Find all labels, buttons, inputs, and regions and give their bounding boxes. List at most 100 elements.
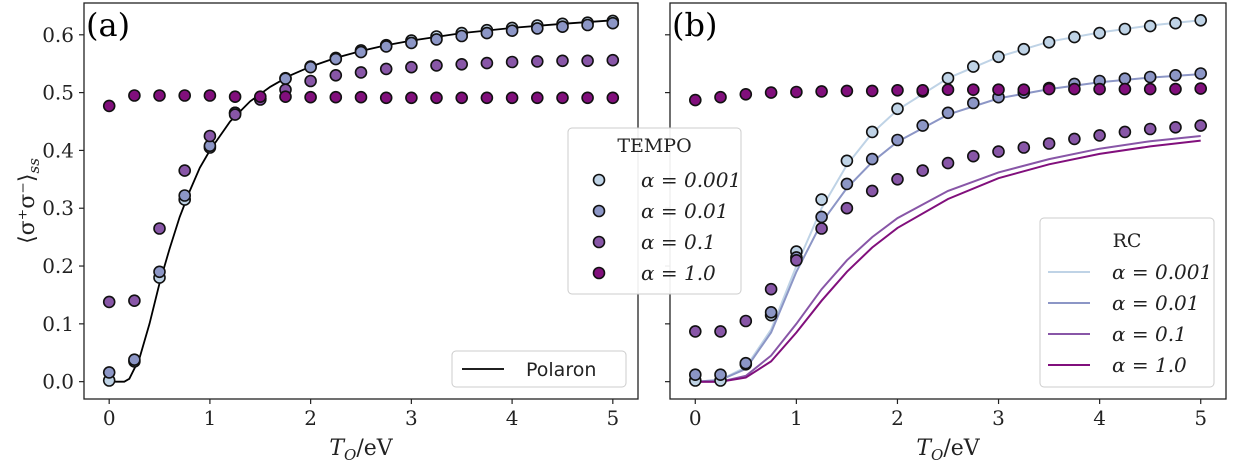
point-a1.0 <box>815 85 828 98</box>
point-a1.0 <box>1118 82 1132 96</box>
x-tick-label: 2 <box>304 406 317 430</box>
point-a0.1 <box>102 295 116 309</box>
y-axis-label: ⟨σ⁺σ⁻⟩ss <box>15 158 43 244</box>
point-a0.001 <box>1017 42 1031 56</box>
point-a1.0 <box>714 90 727 104</box>
point-a1.0 <box>1194 82 1207 95</box>
x-tick-label: 3 <box>992 406 1005 430</box>
point-a0.1 <box>505 55 519 69</box>
point-a1.0 <box>556 91 569 105</box>
rc-line-a1.0 <box>695 139 1201 383</box>
x-tick-label: 5 <box>1194 406 1207 430</box>
point-a1.0 <box>329 90 343 104</box>
tempo-legend-label: α = 0.01 <box>641 199 729 223</box>
point-a0.01 <box>405 36 418 50</box>
y-tick-label: 0.0 <box>42 370 74 394</box>
point-a0.01 <box>606 16 620 30</box>
point-a0.001 <box>992 50 1005 64</box>
point-a0.01 <box>354 45 368 59</box>
rc-legend-label: α = 1.0 <box>1112 353 1187 377</box>
point-a0.1 <box>865 184 879 198</box>
point-a1.0 <box>153 89 166 102</box>
point-a0.01 <box>128 353 141 367</box>
point-a0.001 <box>840 154 854 168</box>
x-tick-label: 0 <box>689 406 702 430</box>
polaron-legend-box <box>451 350 627 388</box>
point-a1.0 <box>1017 83 1031 96</box>
tempo-legend-label: α = 1.0 <box>641 261 716 285</box>
y-tick-label: 0.1 <box>42 312 74 336</box>
y-tick-label: 0.5 <box>42 81 74 105</box>
point-a0.001 <box>1169 16 1182 30</box>
x-tick-label: 4 <box>506 406 519 430</box>
point-a0.1 <box>714 325 727 338</box>
point-a1.0 <box>790 85 803 99</box>
point-a0.01 <box>916 119 930 132</box>
polaron-legend-label: Polaron <box>526 359 596 381</box>
y-tick-label: 0.4 <box>42 138 74 162</box>
tempo-legend-marker <box>592 204 606 218</box>
rc-legend-label: α = 0.001 <box>1112 260 1212 284</box>
point-a0.01 <box>379 40 393 53</box>
point-a0.1 <box>329 69 343 82</box>
x-tick-label: 4 <box>1093 406 1106 430</box>
point-a0.1 <box>815 222 828 235</box>
point-a0.1 <box>1143 122 1157 136</box>
rc-legend-box <box>1039 217 1215 388</box>
point-a0.01 <box>815 210 828 224</box>
point-a1.0 <box>840 84 854 98</box>
point-a0.1 <box>1068 132 1081 146</box>
x-tick-label: 2 <box>891 406 904 430</box>
point-a0.01 <box>941 106 955 120</box>
point-a0.001 <box>865 125 879 139</box>
point-a0.01 <box>865 152 879 166</box>
point-a0.001 <box>1093 26 1106 40</box>
point-a0.1 <box>581 54 594 68</box>
panel-b: 0 1 2 3 4 5 TO/eV (b) <box>665 2 1227 464</box>
point-a0.001 <box>1118 22 1132 36</box>
point-a0.01 <box>1169 69 1182 82</box>
point-a1.0 <box>865 84 879 98</box>
point-a0.01 <box>153 265 166 279</box>
point-a0.001 <box>1042 35 1056 49</box>
point-a1.0 <box>1143 82 1157 96</box>
point-a0.1 <box>1093 129 1106 142</box>
tempo-legend-marker <box>592 235 606 249</box>
point-a1.0 <box>581 91 594 105</box>
point-a0.01 <box>279 72 292 85</box>
point-a0.1 <box>228 108 242 121</box>
point-a1.0 <box>480 91 494 105</box>
point-a0.01 <box>480 26 494 40</box>
point-a0.01 <box>102 366 116 379</box>
point-a0.1 <box>304 74 317 88</box>
point-a0.01 <box>714 368 727 382</box>
point-a0.1 <box>379 62 393 76</box>
rc-legend-title: RC <box>1113 230 1142 252</box>
point-a0.1 <box>840 201 854 215</box>
point-a0.1 <box>916 164 930 177</box>
point-a0.01 <box>891 133 904 147</box>
y-tick-label: 0.3 <box>42 196 74 220</box>
point-a1.0 <box>891 84 904 97</box>
point-a0.1 <box>688 325 702 338</box>
point-a0.1 <box>1118 125 1132 139</box>
point-a0.01 <box>304 60 317 74</box>
point-a1.0 <box>279 90 292 103</box>
y-tick-label: 0.2 <box>42 254 74 278</box>
point-a0.01 <box>581 18 594 32</box>
point-a0.001 <box>1068 30 1081 44</box>
point-a0.01 <box>688 368 702 382</box>
rc-line-a0.1 <box>695 135 1201 383</box>
point-a0.1 <box>430 59 443 72</box>
point-a1.0 <box>203 89 217 102</box>
point-a1.0 <box>606 91 620 105</box>
point-a1.0 <box>764 86 778 99</box>
point-a0.1 <box>739 314 753 328</box>
point-a0.1 <box>178 164 191 177</box>
point-a0.1 <box>764 282 778 296</box>
point-a1.0 <box>1169 82 1182 96</box>
x-axis-label: TO/eV <box>329 436 393 464</box>
point-a0.01 <box>966 96 980 110</box>
rc-legend-label: α = 0.01 <box>1112 291 1200 315</box>
rc-legend-label: α = 0.1 <box>1112 322 1187 346</box>
